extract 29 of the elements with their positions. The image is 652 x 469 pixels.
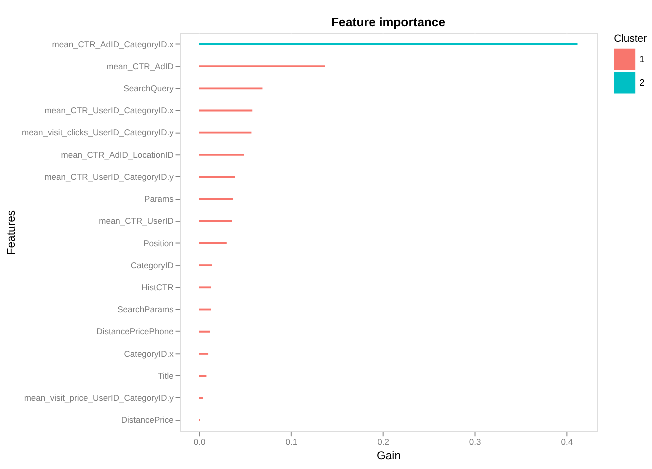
- x-tick-label: 0.4: [561, 437, 574, 448]
- chart-title: Feature importance: [331, 16, 446, 30]
- y-tick-label: CategoryID: [130, 260, 174, 270]
- y-tick-label: mean_CTR_AdID: [106, 61, 174, 72]
- legend-title: Cluster: [614, 34, 648, 45]
- y-axis-title: Features: [6, 210, 18, 256]
- legend-label: 2: [640, 78, 645, 89]
- y-tick-label: CategoryID.x: [124, 348, 175, 359]
- y-tick-label: SearchParams: [118, 304, 174, 315]
- y-tick-label: mean_visit_price_UserID_CategoryID.y: [24, 393, 175, 404]
- y-tick-label: mean_CTR_AdID_LocationID: [61, 150, 174, 160]
- y-tick-label: DistancePricePhone: [96, 326, 174, 337]
- x-axis-title: Gain: [377, 450, 402, 462]
- x-tick-label: 0.1: [286, 437, 298, 448]
- y-tick-label: mean_CTR_UserID_CategoryID.x: [44, 106, 175, 116]
- y-tick-label: DistancePrice: [121, 415, 174, 426]
- y-tick-label: Params: [144, 194, 174, 204]
- y-tick-label: Position: [144, 238, 174, 248]
- x-tick-label: 0.0: [194, 437, 206, 448]
- y-tick-label: Title: [158, 370, 174, 381]
- y-tick-label: mean_CTR_UserID: [99, 216, 174, 226]
- y-tick-label: HistCTR: [142, 282, 174, 292]
- y-tick-label: mean_visit_clicks_UserID_CategoryID.y: [22, 128, 175, 138]
- x-tick-label: 0.2: [378, 437, 390, 448]
- y-tick-label: mean_CTR_UserID_CategoryID.y: [44, 172, 175, 182]
- x-tick-label: 0.3: [469, 437, 482, 448]
- y-tick-label: SearchQuery: [124, 83, 175, 94]
- y-tick-label: mean_CTR_AdID_CategoryID.x: [52, 39, 175, 50]
- legend-label: 1: [640, 54, 645, 66]
